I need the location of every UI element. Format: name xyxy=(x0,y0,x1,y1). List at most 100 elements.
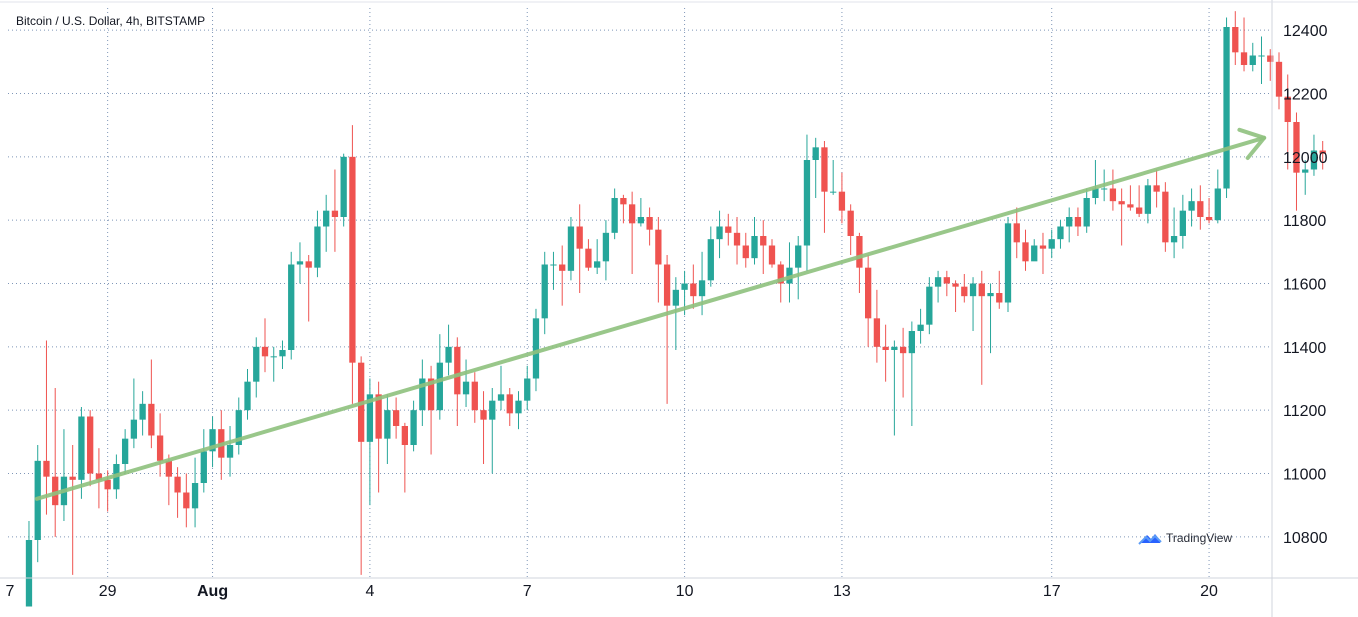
candle-body xyxy=(25,540,33,607)
candle-body xyxy=(288,264,295,350)
candle-body xyxy=(690,283,697,297)
candle-body xyxy=(454,346,461,395)
candle xyxy=(366,378,374,506)
candle-body xyxy=(375,394,382,439)
candle xyxy=(87,410,94,487)
candle xyxy=(480,391,487,464)
candle-body xyxy=(1004,223,1012,303)
candle-body xyxy=(777,264,784,284)
candle xyxy=(340,153,347,227)
candle-body xyxy=(1302,169,1309,173)
candle-body xyxy=(1022,242,1029,262)
trend-arrow xyxy=(34,127,1267,501)
candle xyxy=(331,169,339,252)
candle xyxy=(733,217,741,265)
candle-body xyxy=(401,426,409,445)
candle xyxy=(952,280,959,312)
candle xyxy=(943,270,950,297)
y-tick-label: 12000 xyxy=(1283,150,1328,167)
candle-body xyxy=(655,229,662,265)
candle xyxy=(961,274,968,303)
candle-body xyxy=(899,346,907,354)
candle xyxy=(934,270,942,303)
candle-body xyxy=(279,350,286,357)
x-tick-label: 7 xyxy=(523,583,532,600)
candle xyxy=(183,473,190,528)
candle-body xyxy=(742,245,749,259)
candle xyxy=(628,191,636,274)
candle xyxy=(541,251,548,335)
candle-body xyxy=(698,280,706,297)
candle-body xyxy=(1039,245,1047,249)
candle-body xyxy=(1162,191,1169,243)
candle-body xyxy=(130,419,138,439)
cloud-icon xyxy=(1138,534,1162,545)
candle-body xyxy=(1232,27,1239,53)
candle xyxy=(270,346,277,382)
candle-body xyxy=(996,293,1003,303)
candle-body xyxy=(567,226,575,271)
candle xyxy=(358,356,365,575)
candle-body xyxy=(1109,188,1117,202)
candle-body xyxy=(1066,217,1073,227)
candle-body xyxy=(366,394,374,442)
candle-body xyxy=(95,473,103,480)
candle-body xyxy=(506,394,513,414)
candle xyxy=(401,422,409,493)
candle xyxy=(384,394,391,464)
candle xyxy=(410,400,417,452)
candle-body xyxy=(926,286,933,325)
candle xyxy=(1013,207,1020,259)
candle-body xyxy=(865,267,872,319)
candle-body xyxy=(628,204,636,224)
candle-body xyxy=(576,226,583,249)
candle-body xyxy=(1284,96,1291,122)
candle xyxy=(1022,229,1029,271)
trend-line xyxy=(34,135,1267,501)
candle xyxy=(156,413,164,477)
candle-body xyxy=(821,147,828,192)
candle-body xyxy=(340,156,347,217)
candle xyxy=(34,445,41,563)
candle xyxy=(174,467,181,518)
candle-body xyxy=(803,160,811,246)
candle-body xyxy=(314,226,321,268)
candle xyxy=(1118,188,1125,246)
candle xyxy=(121,429,129,474)
candle-body xyxy=(1101,188,1108,190)
y-tick-label: 12400 xyxy=(1283,23,1328,40)
candle-body xyxy=(716,226,723,240)
candle xyxy=(1284,74,1291,170)
candle xyxy=(707,226,714,287)
candle xyxy=(524,365,531,411)
y-tick-label: 12200 xyxy=(1283,87,1328,104)
candle xyxy=(620,194,627,224)
x-tick-label: Aug xyxy=(197,583,228,600)
candle xyxy=(471,372,478,423)
candle xyxy=(462,359,470,407)
candle-body xyxy=(908,331,916,354)
candle xyxy=(646,207,653,246)
candle-body xyxy=(1118,201,1125,205)
candle xyxy=(585,239,592,271)
x-tick-label: 7 xyxy=(6,583,15,600)
candle-body xyxy=(637,217,645,224)
candle-body xyxy=(1310,150,1318,170)
candle-body xyxy=(1135,207,1143,214)
candle xyxy=(1057,220,1064,249)
candle-body xyxy=(226,445,234,458)
candle-body xyxy=(392,410,400,426)
candle xyxy=(559,245,566,306)
candle-body xyxy=(1197,201,1204,217)
candle xyxy=(1066,207,1073,243)
candle xyxy=(497,365,505,411)
y-tick-label: 11200 xyxy=(1283,403,1326,420)
candle xyxy=(550,251,557,290)
candle-body xyxy=(987,293,994,297)
candle xyxy=(882,324,889,382)
candle xyxy=(1048,229,1055,259)
candle xyxy=(1197,185,1204,230)
candle-body xyxy=(349,156,356,363)
candle xyxy=(323,194,330,252)
candle-body xyxy=(270,356,277,358)
